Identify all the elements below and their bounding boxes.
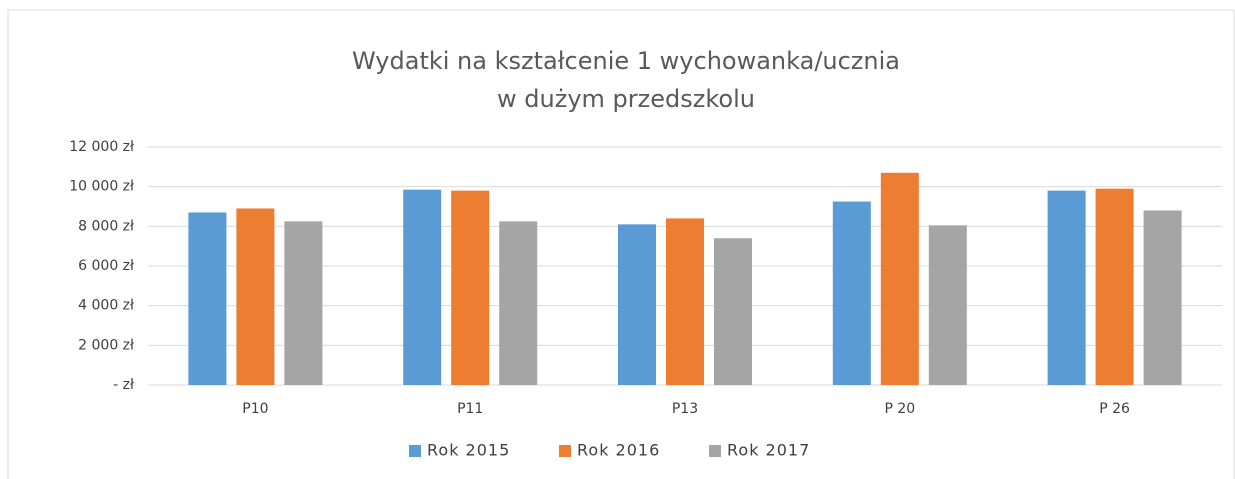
bar — [284, 221, 323, 385]
bar — [714, 238, 752, 385]
y-tick-label: 4 000 zł — [78, 298, 134, 314]
legend-label: Rok 2017 — [727, 441, 810, 460]
x-tick-label: P11 — [457, 401, 483, 417]
bar — [618, 224, 656, 385]
bar — [236, 208, 275, 385]
legend-swatch — [559, 445, 571, 457]
y-tick-label: 12 000 zł — [69, 139, 134, 155]
x-tick-label: P 26 — [1099, 401, 1130, 417]
y-tick-label: - zł — [113, 377, 134, 393]
bar — [403, 189, 442, 385]
bar — [1095, 188, 1134, 385]
legend-label: Rok 2015 — [427, 441, 510, 460]
bar — [1047, 190, 1086, 385]
x-tick-label: P13 — [672, 401, 698, 417]
y-tick-label: 6 000 zł — [78, 258, 134, 274]
bar — [832, 201, 871, 385]
y-tick-label: 2 000 zł — [78, 337, 134, 353]
chart-title: w dużym przedszkolu — [497, 85, 755, 113]
bar — [188, 212, 227, 385]
chart-title: Wydatki na kształcenie 1 wychowanka/uczn… — [352, 47, 900, 75]
bar — [666, 218, 704, 385]
bar — [880, 172, 919, 385]
bar — [928, 225, 967, 385]
x-tick-label: P10 — [242, 401, 268, 417]
x-tick-label: P 20 — [884, 401, 915, 417]
bar — [451, 190, 490, 385]
bar — [1143, 210, 1182, 385]
legend-swatch — [709, 445, 721, 457]
bar — [499, 221, 538, 385]
y-tick-label: 8 000 zł — [78, 218, 134, 234]
y-tick-label: 10 000 zł — [69, 179, 134, 195]
legend-swatch — [409, 445, 421, 457]
legend-label: Rok 2016 — [577, 441, 660, 460]
